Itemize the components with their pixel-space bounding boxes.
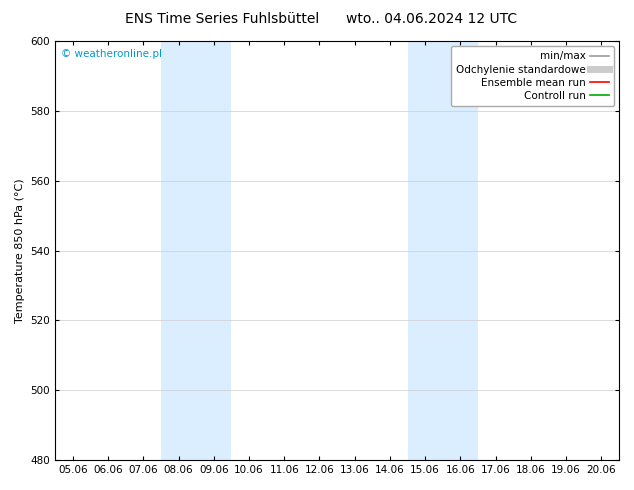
Text: © weatheronline.pl: © weatheronline.pl <box>61 49 162 59</box>
Legend: min/max, Odchylenie standardowe, Ensemble mean run, Controll run: min/max, Odchylenie standardowe, Ensembl… <box>451 46 614 106</box>
Text: wto.. 04.06.2024 12 UTC: wto.. 04.06.2024 12 UTC <box>346 12 517 26</box>
Y-axis label: Temperature 850 hPa (°C): Temperature 850 hPa (°C) <box>15 178 25 323</box>
Bar <box>408 41 478 460</box>
Bar <box>161 41 231 460</box>
Text: ENS Time Series Fuhlsbüttel: ENS Time Series Fuhlsbüttel <box>125 12 319 26</box>
